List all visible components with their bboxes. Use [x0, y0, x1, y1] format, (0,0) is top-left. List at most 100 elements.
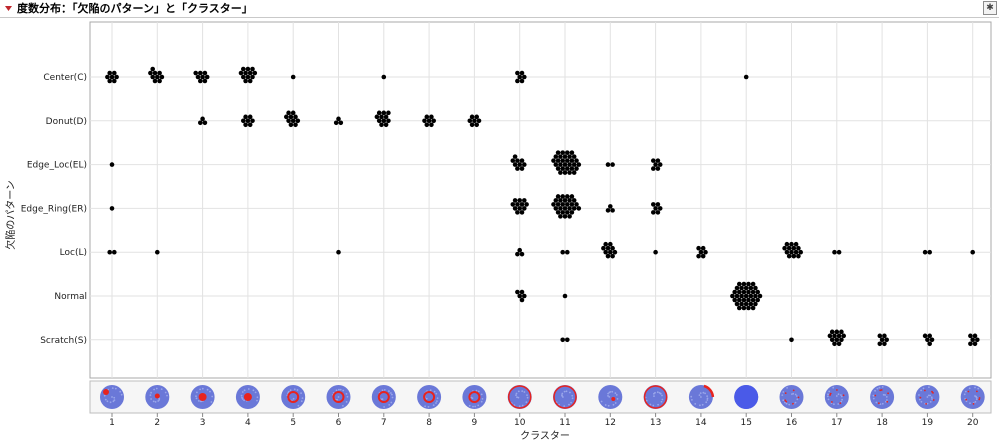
data-point — [467, 118, 473, 124]
data-point — [512, 154, 518, 159]
data-point — [737, 281, 742, 287]
report-title: 度数分布：「欠陥のパターン」と「クラスター」 — [17, 2, 253, 15]
data-point — [519, 202, 525, 207]
data-point — [571, 162, 577, 167]
data-point — [737, 297, 742, 303]
data-point — [336, 116, 341, 122]
data-point — [608, 204, 613, 209]
data-point — [333, 120, 339, 126]
data-point — [553, 198, 559, 203]
wafer-map-icon — [462, 385, 487, 409]
data-point — [565, 337, 570, 343]
data-point — [793, 241, 799, 247]
data-point — [157, 70, 162, 76]
data-point — [786, 245, 792, 251]
x-tick-label: 11 — [559, 418, 570, 428]
x-tick-label: 17 — [831, 418, 842, 428]
data-point — [290, 118, 296, 124]
x-tick-label: 20 — [967, 418, 979, 428]
data-point — [610, 208, 615, 213]
data-point — [560, 249, 565, 255]
data-point — [877, 333, 883, 339]
data-point — [574, 166, 579, 171]
data-point — [927, 333, 932, 339]
data-point — [739, 301, 744, 307]
wafer-map-icon — [915, 385, 940, 409]
data-point — [155, 249, 160, 255]
data-point — [836, 341, 842, 347]
data-point — [700, 245, 706, 251]
data-point — [519, 251, 525, 257]
data-point — [793, 249, 799, 255]
chart-frame — [89, 21, 992, 379]
data-point — [571, 206, 577, 211]
wafer-thumbnails — [89, 380, 992, 414]
x-tick-label: 15 — [740, 418, 751, 428]
data-point — [696, 245, 701, 251]
data-point — [839, 329, 844, 335]
data-point — [476, 118, 482, 124]
x-tick-label: 3 — [200, 418, 206, 428]
data-point — [922, 333, 928, 339]
x-tick-label: 7 — [381, 418, 387, 428]
data-point — [198, 78, 203, 84]
data-point — [555, 210, 561, 215]
data-point — [512, 198, 518, 203]
data-point — [655, 166, 661, 171]
data-point — [555, 202, 561, 207]
data-point — [601, 245, 606, 251]
data-point — [290, 110, 296, 116]
data-point — [522, 198, 527, 203]
data-point — [651, 202, 656, 207]
data-point — [653, 162, 658, 167]
data-point — [703, 249, 708, 255]
y-tick-label: Edge_Loc(EL) — [27, 161, 87, 171]
wafer-map-icon — [371, 385, 396, 409]
y-tick-label: Scratch(S) — [40, 336, 87, 346]
data-point — [565, 210, 570, 215]
data-point — [743, 285, 749, 291]
data-point — [105, 74, 110, 80]
data-point — [515, 210, 520, 215]
data-point — [148, 70, 153, 76]
data-point — [786, 253, 792, 259]
data-point — [753, 301, 758, 307]
data-point — [517, 74, 522, 80]
gridlines — [90, 22, 991, 378]
data-point — [565, 166, 570, 171]
data-point — [519, 210, 525, 215]
disclosure-triangle-icon[interactable] — [3, 3, 14, 14]
data-point — [734, 293, 740, 299]
data-point — [515, 251, 520, 257]
data-point — [700, 253, 706, 259]
data-point — [798, 249, 803, 255]
wafer-map-icon — [100, 385, 124, 409]
data-point — [741, 281, 747, 287]
pin-icon[interactable]: ✱ — [983, 1, 997, 15]
data-point — [970, 249, 975, 255]
data-point — [469, 114, 475, 120]
wafer-map-icon — [779, 385, 804, 409]
plot-frame — [89, 21, 992, 379]
data-point — [834, 337, 840, 343]
data-point — [560, 158, 565, 163]
data-point — [565, 194, 570, 199]
data-point — [567, 154, 572, 159]
data-point — [569, 158, 575, 163]
data-point — [243, 114, 248, 120]
data-point — [746, 305, 751, 311]
data-point — [150, 66, 155, 72]
data-point — [288, 122, 294, 128]
data-point — [732, 297, 737, 303]
data-point — [555, 166, 561, 171]
data-point — [551, 158, 556, 163]
wafer-map-icon — [507, 385, 532, 409]
data-point — [750, 281, 756, 287]
data-point — [791, 253, 797, 259]
data-point — [829, 337, 835, 343]
wafer-map-icon — [235, 385, 260, 409]
data-point — [560, 337, 565, 343]
data-point — [379, 114, 384, 120]
data-point — [386, 110, 391, 116]
data-point — [565, 202, 570, 207]
